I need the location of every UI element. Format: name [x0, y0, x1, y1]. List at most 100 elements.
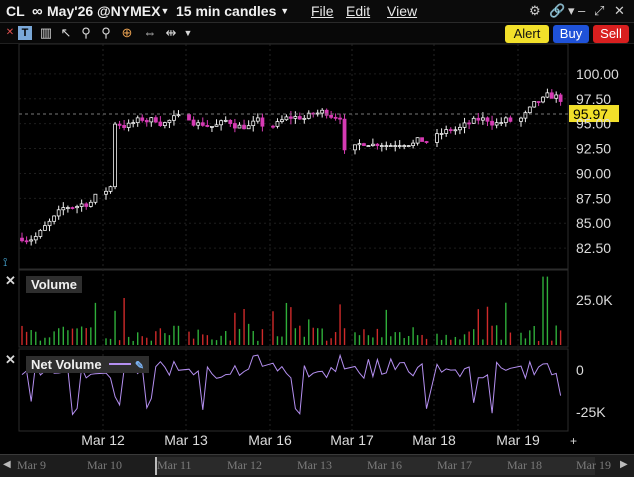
crosshair-icon[interactable]: ⊕ [121, 25, 133, 40]
menu-view[interactable]: View [387, 3, 418, 19]
volume-panel-frame [18, 268, 569, 348]
candle-body [549, 92, 554, 99]
chart-area[interactable]: 95.97 100.00 97.50 95.00 92.50 90.00 87.50 85.0… [0, 44, 634, 454]
zoom-icon[interactable]: ⚲ [81, 25, 91, 40]
close-net-volume-panel-icon[interactable]: ✕ [5, 352, 16, 367]
candle-body [362, 143, 366, 146]
candle-body [480, 117, 485, 121]
axes: 95.97 100.00 97.50 95.00 92.50 90.00 87.50 85.0… [3, 66, 619, 448]
candle-body [246, 125, 251, 130]
expand-icon[interactable]: ⇹ [165, 25, 177, 40]
candle-body [494, 122, 499, 126]
contract-selector[interactable]: May'26 @NYMEX▼ [47, 3, 169, 19]
volume-tick-label: 25.0K [576, 292, 613, 308]
legend-swatch [109, 363, 132, 365]
nav-date: Mar 12 [227, 458, 262, 472]
candle-body [366, 145, 371, 147]
candle-body [237, 124, 242, 129]
x-axis-date-label: Mar 17 [330, 432, 374, 448]
chevron-down-icon[interactable]: ▾ [568, 3, 575, 18]
menu-edit[interactable]: Edit [346, 3, 371, 19]
candle-body [70, 207, 75, 209]
time-navigator[interactable]: ◀ Mar 9 Mar 10 Mar 11 Mar 12 Mar 13 Mar … [0, 454, 634, 477]
close-icon[interactable]: ✕ [5, 27, 15, 38]
candle-body [315, 112, 320, 115]
candle-body [527, 106, 532, 114]
pointer-icon[interactable]: ↖ [60, 25, 72, 40]
candle-body [108, 186, 113, 192]
nav-date: Mar 9 [17, 458, 46, 472]
candle-body [210, 125, 214, 128]
candle-body [532, 101, 537, 108]
candle-body [499, 122, 504, 124]
close-icon[interactable]: ✕ [614, 3, 625, 18]
candle-body [508, 117, 513, 122]
chevron-down-icon: ▼ [280, 6, 290, 16]
candle-body [61, 207, 66, 211]
candle-body [420, 137, 424, 142]
price-tick-label: 92.50 [576, 141, 611, 157]
anchor-icon: ⟟ [3, 255, 7, 269]
candle-body [205, 125, 210, 127]
candle-body [223, 119, 228, 122]
candle-body [158, 121, 163, 126]
candle-body [384, 145, 389, 147]
close-volume-panel-icon[interactable]: ✕ [5, 273, 16, 288]
candle-body [490, 120, 494, 126]
maximize-icon[interactable]: ⤢ [594, 3, 605, 18]
settings-icon[interactable]: ✎ [134, 360, 145, 372]
price-tick-label: 100.00 [576, 66, 619, 82]
gear-icon[interactable]: ⚙ [529, 3, 541, 18]
candle-body [375, 143, 380, 146]
bar-size-selector[interactable]: 15 min candles ▼ [176, 3, 289, 19]
sell-button[interactable]: Sell [593, 25, 629, 43]
minimize-icon[interactable]: – [578, 3, 586, 18]
navigator-window[interactable] [155, 457, 595, 475]
candle-body [302, 117, 307, 120]
candle-body [453, 129, 458, 132]
bar-chart-icon[interactable]: ▥ [39, 25, 53, 40]
candle-body [297, 116, 302, 120]
candle-body [56, 209, 61, 217]
x-axis-date-label: Mar 19 [496, 432, 540, 448]
candle-body [33, 236, 38, 241]
candle-body [558, 94, 563, 102]
zoom-out-icon[interactable]: ⚲ [101, 25, 111, 40]
nav-date: Mar 18 [507, 458, 542, 472]
scroll-left-icon[interactable]: ◀ [3, 459, 11, 470]
menu-file[interactable]: File [311, 3, 334, 19]
chevron-down-icon[interactable]: ▼ [183, 28, 193, 38]
text-tool-icon[interactable]: T [18, 26, 32, 40]
candle-body [342, 118, 347, 151]
candle-body [84, 203, 89, 207]
candle-body [338, 117, 342, 120]
price-tick-label: 97.50 [576, 91, 611, 107]
candle-body [47, 220, 52, 227]
net-volume-tick-label: 0 [576, 362, 584, 378]
candle-body [435, 133, 439, 143]
candle-body [242, 124, 246, 130]
buy-button[interactable]: Buy [553, 25, 589, 43]
symbol-label: CL [6, 3, 25, 19]
candle-body [200, 122, 205, 126]
scroll-right-icon[interactable]: ▶ [620, 459, 628, 470]
candle-body [439, 133, 444, 135]
candle-body [24, 240, 29, 243]
link-chain-icon[interactable]: 🔗 [549, 3, 566, 18]
candle-body [448, 129, 453, 132]
candle-body [117, 123, 122, 126]
net-volume-panel-frame [18, 348, 569, 432]
compress-icon[interactable]: ⇔ [143, 25, 157, 40]
candle-body [271, 125, 275, 128]
candle-body [320, 109, 325, 114]
candle-body [554, 94, 559, 99]
candle-body [444, 129, 449, 134]
candle-body [536, 101, 541, 103]
volume-series [21, 276, 562, 345]
x-axis-date-label: Mar 13 [164, 432, 208, 448]
candle-body [485, 117, 490, 122]
alert-button[interactable]: Alert [505, 25, 549, 43]
link-icon[interactable]: ∞ [32, 3, 43, 20]
candle-body [135, 117, 140, 124]
candle-body [131, 122, 136, 125]
